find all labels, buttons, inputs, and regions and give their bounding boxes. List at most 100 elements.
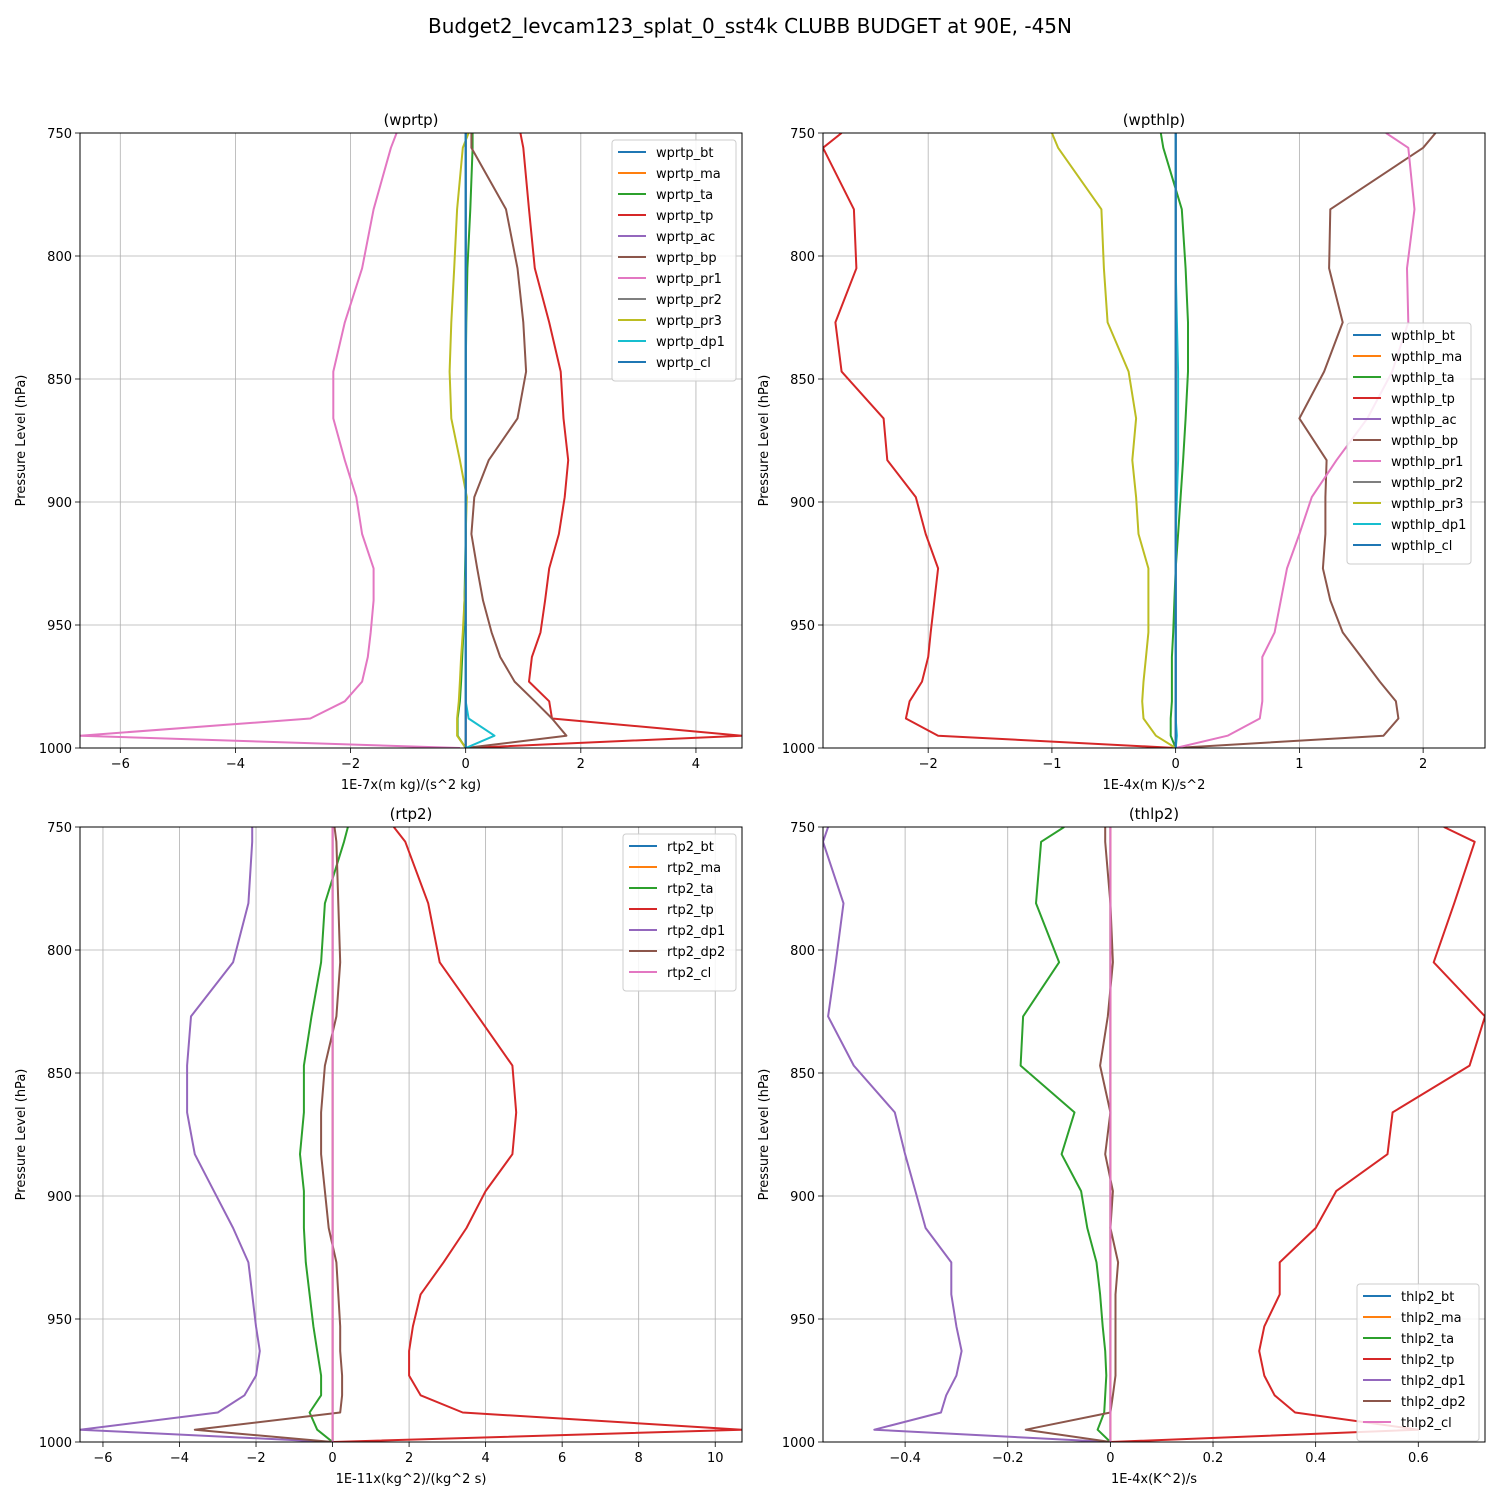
legend: wpthlp_bt wpthlp_ma wpthlp_ta wpthlp_tpwpth… [1346, 322, 1472, 565]
legend-label: thlp2_dp2 [1401, 1395, 1466, 1410]
x-tick-label: 8 [635, 1451, 643, 1466]
x-tick-label: −4 [170, 1451, 189, 1466]
x-tick-label: 2 [405, 1451, 413, 1466]
x-tick-label: −6 [93, 1451, 112, 1466]
series-line-wprtp_tp [465, 133, 742, 748]
legend-label: wprtp_ac [656, 230, 715, 245]
x-tick-label: 4 [692, 757, 700, 772]
x-tick-label: 4 [481, 1451, 489, 1466]
x-tick-label: −0.2 [992, 1451, 1024, 1466]
y-tick-label: 750 [790, 821, 815, 836]
legend-label: rtp2_bt [667, 840, 714, 855]
y-tick-label: 900 [47, 1190, 72, 1205]
y-tick-label: 950 [47, 1313, 72, 1328]
x-axis-label: 1E-7x(m kg)/(s^2 kg) [341, 778, 481, 793]
legend-label: wprtp_pr2 [656, 293, 722, 308]
y-tick-label: 950 [47, 619, 72, 634]
plot-frame [79, 132, 743, 749]
panel-title: (wprtp) [383, 111, 438, 129]
y-tick-label: 850 [47, 373, 72, 388]
chart-panel-4: −0.4 −0.2 0 0.2 0.4 0.6 750 800 850 900 950 1000 (th… [757, 805, 1486, 1487]
legend-label: wpthlp_bt [1391, 329, 1455, 344]
series-line-wpthlp_ta [1159, 133, 1189, 748]
panel-title: (rtp2) [390, 805, 433, 823]
x-axis-label: 1E-4x(K^2)/s [1111, 1472, 1197, 1487]
y-axis-label: Pressure Level (hPa) [757, 375, 772, 507]
series-line-wpthlp_tp [823, 133, 1176, 748]
x-tick-label: 1 [1295, 757, 1303, 772]
x-tick-label: 0 [1172, 757, 1180, 772]
legend-label: wprtp_ta [656, 188, 713, 203]
y-tick-label: 950 [790, 619, 815, 634]
x-tick-label: 2 [577, 757, 585, 772]
legend-label: rtp2_ta [667, 882, 714, 897]
legend-label: wprtp_ma [656, 167, 721, 182]
y-tick-label: 750 [47, 127, 72, 142]
y-axis-label: Pressure Level (hPa) [14, 1069, 29, 1201]
y-tick-label: 850 [790, 373, 815, 388]
chart-panel-3: −6 −4 −2 0 2 4 6 8 10 750 800 850 900 950 1000 (rtp2) 1E… [14, 805, 743, 1487]
x-tick-label: 0 [328, 1451, 336, 1466]
y-tick-label: 1000 [782, 1436, 815, 1451]
legend-label: thlp2_bt [1401, 1290, 1454, 1305]
legend-label: thlp2_dp1 [1401, 1374, 1466, 1389]
legend-label: wpthlp_ma [1391, 350, 1462, 365]
x-tick-label: −2 [919, 757, 938, 772]
x-tick-label: −6 [111, 757, 130, 772]
y-tick-label: 800 [790, 944, 815, 959]
y-tick-label: 900 [790, 1190, 815, 1205]
x-tick-label: −4 [226, 757, 245, 772]
legend-label: wpthlp_pr3 [1391, 497, 1463, 512]
legend-label: wpthlp_dp1 [1391, 518, 1466, 533]
legend-label: wpthlp_cl [1391, 539, 1452, 554]
panel-title: (wpthlp) [1123, 111, 1186, 129]
legend-label: wpthlp_ta [1391, 371, 1455, 386]
series-line-thlp2_dp1 [823, 827, 1111, 1442]
x-tick-label: 0.4 [1305, 1451, 1326, 1466]
y-tick-label: 800 [790, 250, 815, 265]
y-tick-label: 1000 [39, 1436, 72, 1451]
legend-label: wpthlp_ac [1391, 413, 1457, 428]
y-tick-label: 900 [790, 496, 815, 511]
x-tick-label: −2 [341, 757, 360, 772]
legend-label: wprtp_tp [656, 209, 713, 224]
x-tick-label: −1 [1042, 757, 1061, 772]
legend-label: rtp2_dp2 [667, 945, 725, 960]
legend-label: wprtp_bp [656, 251, 717, 266]
legend-label: wprtp_pr3 [656, 314, 722, 329]
legend: wprtp_bt wprtp_ma wprtp_ta wprtp_tp wprtp_ac… [611, 139, 737, 382]
x-axis-label: 1E-11x(kg^2)/(kg^2 s) [336, 1472, 487, 1487]
legend-label: thlp2_ta [1401, 1332, 1454, 1347]
x-tick-label: 2 [1419, 757, 1427, 772]
series-line-rtp2_tp [332, 827, 742, 1442]
x-tick-label: 10 [707, 1451, 724, 1466]
legend-label: wpthlp_tp [1391, 392, 1455, 407]
legend: rtp2_bt rtp2_ma rtp2_ta rtp2_tp rtp2_dp1 rtp2… [622, 833, 737, 992]
series-line-rtp2_ac [80, 827, 333, 1442]
series-line-wprtp_pr1 [80, 133, 460, 748]
legend-label: rtp2_tp [667, 903, 714, 918]
x-tick-label: 0.2 [1203, 1451, 1224, 1466]
x-axis-label: 1E-4x(m K)/s^2 [1103, 778, 1206, 793]
legend-label: wpthlp_bp [1391, 434, 1458, 449]
legend-label: thlp2_ma [1401, 1311, 1462, 1326]
y-tick-label: 950 [790, 1313, 815, 1328]
legend: thlp2_bt thlp2_ma thlp2_ta thlp2_tp thlp2_dp… [1356, 1283, 1480, 1442]
legend-label: rtp2_cl [667, 966, 711, 981]
figure-suptitle: Budget2_levcam123_splat_0_sst4k CLUBB BU… [427, 14, 1072, 38]
chart-panel-2: −2 −1 0 1 2 750 800 850 900 950 1000 (wpthlp) 1E-4x(… [757, 111, 1486, 793]
y-axis-label: Pressure Level (hPa) [757, 1069, 772, 1201]
legend-label: wpthlp_pr2 [1391, 476, 1463, 491]
series-line-wpthlp_pr1 [1175, 133, 1416, 748]
plot-frame [822, 826, 1486, 1443]
series-line-wpthlp_pr3 [1050, 133, 1177, 748]
legend-label: rtp2_dp1 [667, 924, 725, 939]
series-group [823, 827, 1485, 1442]
x-tick-label: −2 [246, 1451, 265, 1466]
series-line-wprtp_bp [465, 133, 568, 748]
legend-label: wpthlp_pr1 [1391, 455, 1463, 470]
x-tick-label: 0 [1106, 1451, 1114, 1466]
y-axis-label: Pressure Level (hPa) [14, 375, 29, 507]
y-tick-label: 850 [790, 1067, 815, 1082]
